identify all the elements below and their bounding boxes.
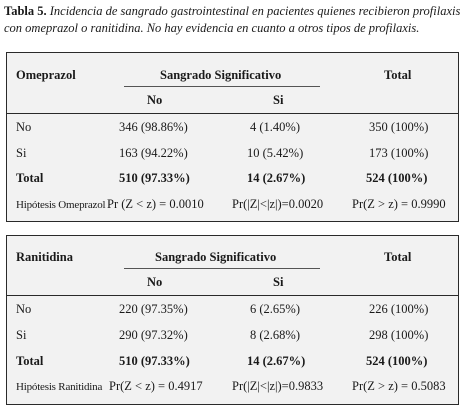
omeprazol-hypothesis-mid: Pr(|Z|<|z|)=0.0020 [232,197,324,211]
omeprazol-row-total-sangrado-no: 510 (97.33%) [119,171,190,185]
omeprazol-group-underline [124,86,320,87]
omeprazol-group-header: Sangrado Significativo [160,68,282,82]
omeprazol-header-rule [7,113,458,114]
ranitidina-total-header: Total [384,250,412,264]
omeprazol-total-header: Total [384,68,412,82]
ranitidina-row-no-sangrado-si: 6 (2.65%) [250,302,300,316]
caption-text: Incidencia de sangrado gastrointestinal … [4,4,461,35]
ranitidina-group-header: Sangrado Significativo [155,250,277,264]
omeprazol-table: Omeprazol Sangrado Significativo Total N… [6,52,459,222]
ranitidina-row-total-sangrado-si: 14 (2.67%) [247,354,306,368]
omeprazol-row-total-label: Total [16,171,44,185]
ranitidina-header-rule [7,295,458,296]
ranitidina-row-no-label: No [16,302,32,316]
ranitidina-hypothesis-right: Pr(Z > z) = 0.5083 [352,379,446,393]
ranitidina-group-underline [124,268,320,269]
omeprazol-hypothesis-right: Pr(Z > z) = 0.9990 [352,197,446,211]
omeprazol-row-no-sangrado-no: 346 (98.86%) [119,120,188,134]
omeprazol-hypothesis-left: Pr (Z < z) = 0.0010 [107,197,204,211]
caption-label: Tabla 5. [4,4,47,18]
ranitidina-subheader-si: Si [273,275,284,289]
ranitidina-row-si-label: Si [16,328,27,342]
ranitidina-row-total-total: 524 (100%) [366,354,428,368]
omeprazol-row-no-label: No [16,120,32,134]
ranitidina-subheader-no: No [147,275,163,289]
ranitidina-row-si-sangrado-no: 290 (97.32%) [119,328,188,342]
omeprazol-row-si-label: Si [16,146,27,160]
omeprazol-subheader-no: No [147,93,163,107]
table-caption: Tabla 5. Incidencia de sangrado gastroin… [4,3,462,37]
omeprazol-row-si-sangrado-no: 163 (94.22%) [119,146,188,160]
ranitidina-row-total-label: Total [16,354,44,368]
ranitidina-hypothesis-label: Hipótesis Ranitidina [16,381,103,393]
omeprazol-row-no-sangrado-si: 4 (1.40%) [250,120,300,134]
ranitidina-row-si-sangrado-si: 8 (2.68%) [250,328,300,342]
ranitidina-row-total-sangrado-no: 510 (97.33%) [119,354,190,368]
ranitidina-hypothesis-left: Pr(Z < z) = 0.4917 [109,379,203,393]
ranitidina-row-si-total: 298 (100%) [369,328,429,342]
omeprazol-drug-header: Omeprazol [16,68,76,82]
ranitidina-row-no-sangrado-no: 220 (97.35%) [119,302,188,316]
ranitidina-table: Ranitidina Sangrado Significativo Total … [6,235,459,405]
omeprazol-row-total-sangrado-si: 14 (2.67%) [247,171,306,185]
omeprazol-row-no-total: 350 (100%) [369,120,429,134]
omeprazol-row-total-total: 524 (100%) [366,171,428,185]
omeprazol-row-si-sangrado-si: 10 (5.42%) [247,146,304,160]
ranitidina-drug-header: Ranitidina [16,250,73,264]
ranitidina-row-no-total: 226 (100%) [369,302,429,316]
omeprazol-hypothesis-label: Hipótesis Omeprazol [16,199,106,211]
omeprazol-subheader-si: Si [273,93,284,107]
ranitidina-hypothesis-mid: Pr(|Z|<|z|)=0.9833 [232,379,324,393]
omeprazol-row-si-total: 173 (100%) [369,146,429,160]
